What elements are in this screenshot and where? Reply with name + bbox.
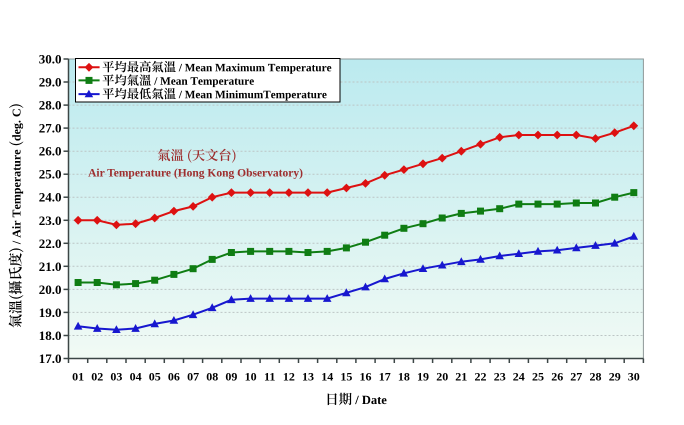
svg-text:28: 28 bbox=[590, 370, 602, 384]
svg-text:21.0: 21.0 bbox=[39, 259, 62, 274]
svg-text:26: 26 bbox=[551, 370, 563, 384]
svg-text:14: 14 bbox=[321, 370, 333, 384]
svg-text:22: 22 bbox=[475, 370, 487, 384]
svg-text:10: 10 bbox=[245, 370, 257, 384]
svg-text:24.0: 24.0 bbox=[39, 190, 62, 205]
svg-text:26.0: 26.0 bbox=[39, 144, 62, 159]
svg-text:02: 02 bbox=[91, 370, 103, 384]
svg-text:03: 03 bbox=[110, 370, 122, 384]
svg-text:15: 15 bbox=[340, 370, 352, 384]
svg-text:18.0: 18.0 bbox=[39, 328, 62, 343]
svg-text:25: 25 bbox=[532, 370, 544, 384]
svg-text:27: 27 bbox=[570, 370, 582, 384]
svg-text:19.0: 19.0 bbox=[39, 305, 62, 320]
svg-text:01: 01 bbox=[72, 370, 84, 384]
svg-text:25.0: 25.0 bbox=[39, 167, 62, 182]
svg-text:13: 13 bbox=[302, 370, 314, 384]
svg-text:12: 12 bbox=[283, 370, 295, 384]
svg-text:30.0: 30.0 bbox=[39, 52, 62, 67]
svg-text:17.0: 17.0 bbox=[39, 351, 62, 366]
svg-text:30: 30 bbox=[628, 370, 640, 384]
svg-text:21: 21 bbox=[455, 370, 467, 384]
svg-text:22.0: 22.0 bbox=[39, 236, 62, 251]
svg-text:04: 04 bbox=[130, 370, 142, 384]
svg-text:24: 24 bbox=[513, 370, 525, 384]
svg-text:19: 19 bbox=[417, 370, 429, 384]
svg-text:29.0: 29.0 bbox=[39, 75, 62, 90]
svg-text:20.0: 20.0 bbox=[39, 282, 62, 297]
svg-text:05: 05 bbox=[149, 370, 161, 384]
svg-text:06: 06 bbox=[168, 370, 180, 384]
svg-text:08: 08 bbox=[206, 370, 218, 384]
svg-text:17: 17 bbox=[379, 370, 391, 384]
svg-text:Air Temperature (Hong Kong Obs: Air Temperature (Hong Kong Observatory) bbox=[88, 168, 303, 180]
svg-text:11: 11 bbox=[264, 370, 275, 384]
svg-text:09: 09 bbox=[225, 370, 237, 384]
svg-text:23: 23 bbox=[494, 370, 506, 384]
svg-text:29: 29 bbox=[609, 370, 621, 384]
svg-text:20: 20 bbox=[436, 370, 448, 384]
svg-text:23.0: 23.0 bbox=[39, 213, 62, 228]
svg-text:07: 07 bbox=[187, 370, 199, 384]
svg-text:28.0: 28.0 bbox=[39, 98, 62, 113]
svg-text:27.0: 27.0 bbox=[39, 121, 62, 136]
svg-text:16: 16 bbox=[360, 370, 372, 384]
svg-text:18: 18 bbox=[398, 370, 410, 384]
